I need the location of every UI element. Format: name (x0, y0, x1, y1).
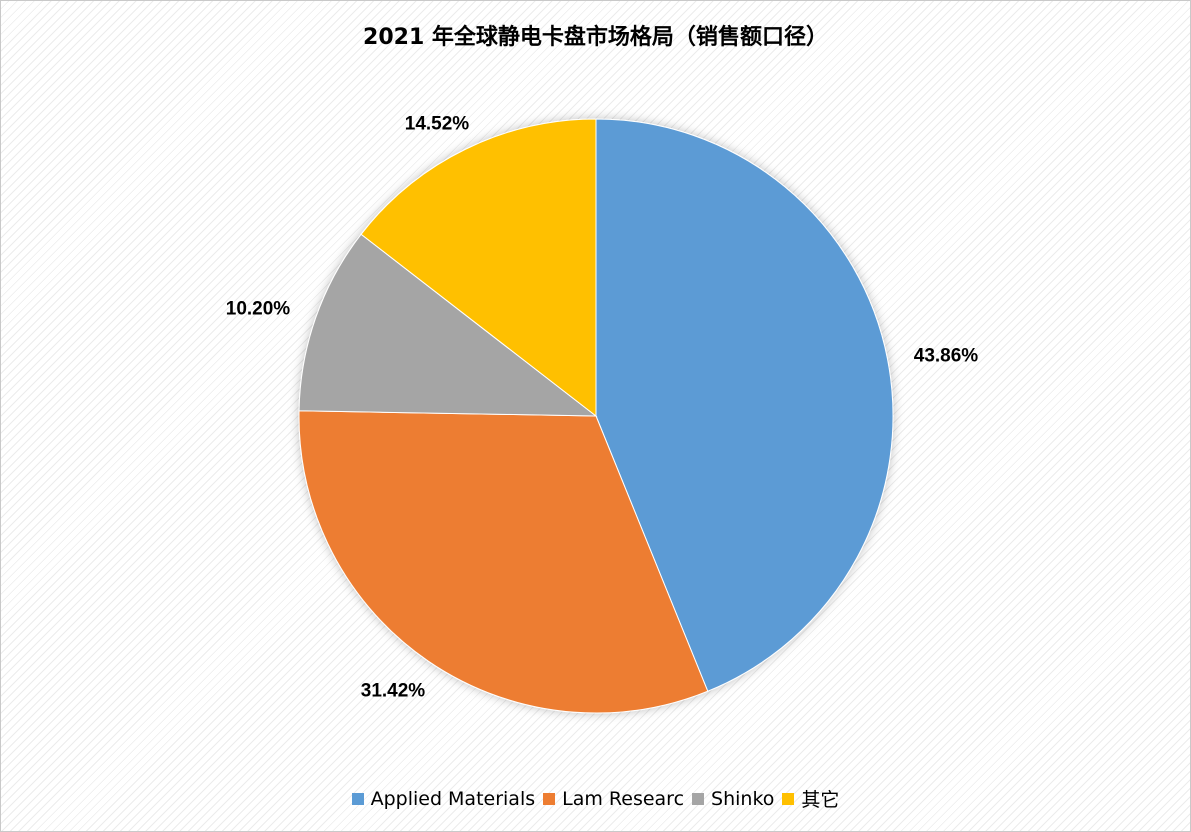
legend-swatch-others (782, 792, 795, 805)
legend-item-applied-materials: Applied Materials (351, 787, 536, 810)
data-label-shinko: 10.20% (226, 299, 291, 320)
pie-slice-shinko (298, 233, 598, 417)
legend-swatch-lam-research (543, 792, 556, 805)
data-label-lam-research: 31.42% (361, 681, 426, 702)
chart-title: 2021 年全球静电卡盘市场格局（销售额口径） (363, 25, 828, 50)
legend-swatch-applied-materials (351, 792, 364, 805)
pie-slice-others (360, 118, 597, 418)
pie-slice-applied-materials (595, 118, 894, 692)
pie-slice-lam-research (298, 410, 709, 714)
legend-label-applied-materials: Applied Materials (370, 787, 536, 810)
legend-label-lam-research: Lam Researc (562, 787, 685, 810)
legend-item-others: 其它 (782, 785, 839, 812)
legend-label-shinko: Shinko (711, 787, 775, 810)
legend-item-lam-research: Lam Researc (543, 788, 684, 810)
data-label-applied-materials: 43.86% (914, 346, 979, 367)
legend-item-shinko: Shinko (692, 788, 774, 810)
legend-swatch-shinko (692, 792, 705, 805)
legend-label-others: 其它 (801, 789, 840, 811)
data-label-others: 14.52% (405, 114, 470, 135)
legend: Applied Materials Lam Researc Shinko 其它 (1, 785, 1190, 812)
